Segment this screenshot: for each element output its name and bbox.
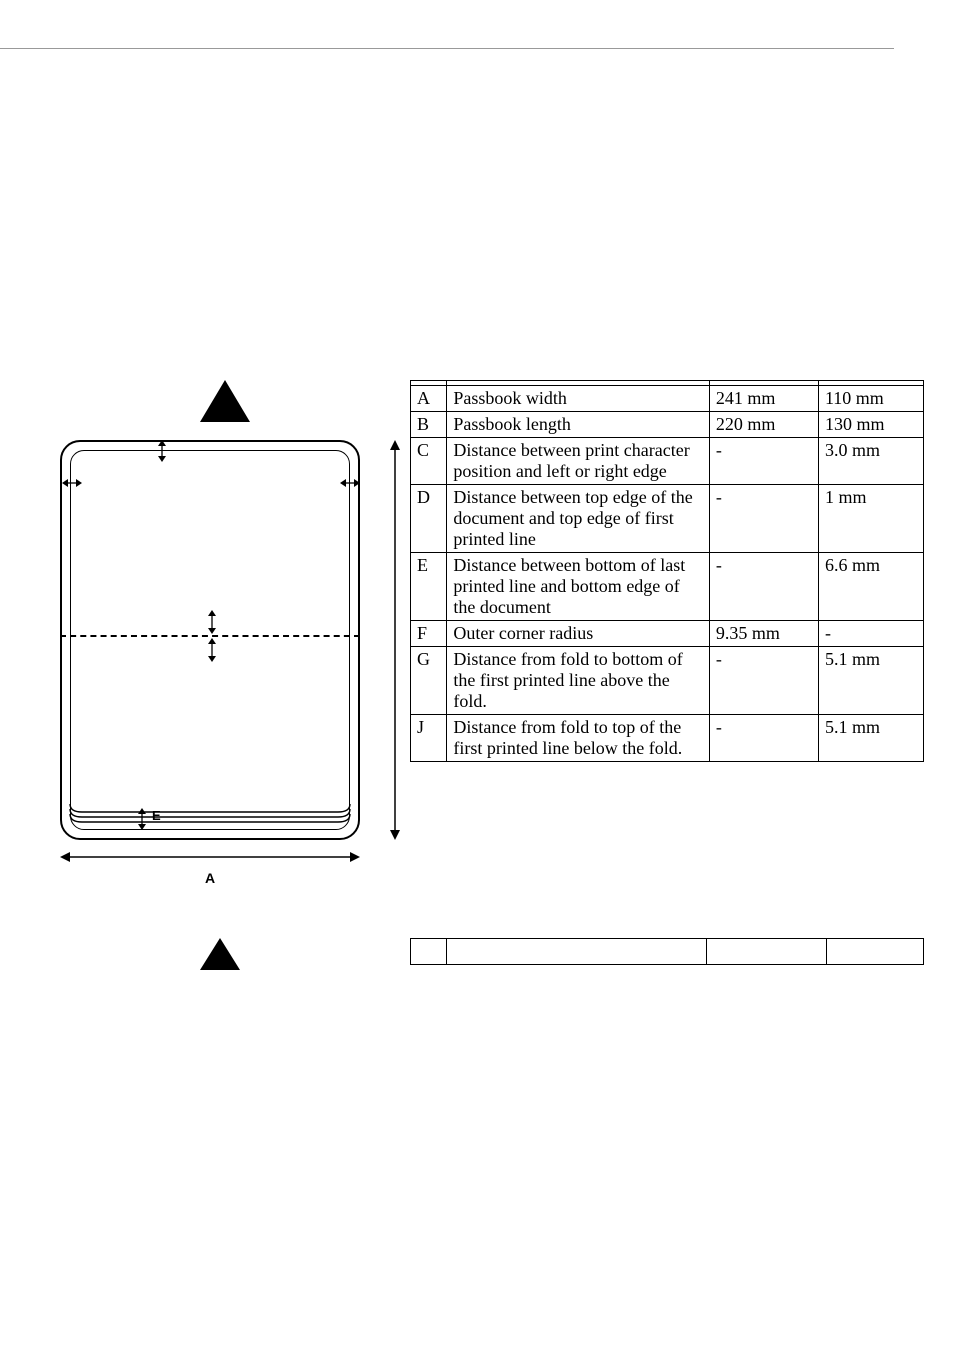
cell-letter: G <box>411 647 447 715</box>
cell-desc: Distance from fold to top of the first p… <box>447 715 710 762</box>
cell-min: 5.1 mm <box>818 647 923 715</box>
cell-desc: Outer corner radius <box>447 621 710 647</box>
footer-diagram-fragment <box>30 938 390 988</box>
diagram-column: A <box>30 380 390 870</box>
table-row: E Distance between bottom of last printe… <box>411 553 924 621</box>
dimension-a-arrow <box>60 850 360 864</box>
cell-max: - <box>709 438 818 485</box>
spec-table-column: A Passbook width 241 mm 110 mm B Passboo… <box>410 380 924 762</box>
cell-max: - <box>709 715 818 762</box>
cell-letter: D <box>411 485 447 553</box>
table-row: J Distance from fold to top of the first… <box>411 715 924 762</box>
table-row: D Distance between top edge of the docum… <box>411 485 924 553</box>
dimension-j-arrow <box>205 638 219 667</box>
dimension-a-label: A <box>205 870 215 886</box>
header-letter <box>411 939 447 965</box>
cell-desc: Distance between top edge of the documen… <box>447 485 710 553</box>
table-header-row <box>411 939 924 965</box>
header-desc <box>447 939 707 965</box>
spec-table: A Passbook width 241 mm 110 mm B Passboo… <box>410 380 924 762</box>
cell-max: 241 mm <box>709 386 818 412</box>
cell-max: - <box>709 647 818 715</box>
footer-row <box>30 938 924 988</box>
cell-min: 6.6 mm <box>818 553 923 621</box>
dimension-d-arrow <box>155 440 169 467</box>
cell-max: - <box>709 553 818 621</box>
dimension-e-label: E <box>152 808 161 823</box>
cell-desc: Passbook width <box>447 386 710 412</box>
footer-spec-table <box>410 938 924 965</box>
cell-max: - <box>709 485 818 553</box>
cell-desc: Distance between bottom of last printed … <box>447 553 710 621</box>
cell-desc: Passbook length <box>447 412 710 438</box>
cell-max: 9.35 mm <box>709 621 818 647</box>
cell-letter: A <box>411 386 447 412</box>
table-row: F Outer corner radius 9.35 mm - <box>411 621 924 647</box>
passbook-bottom-pages <box>68 800 352 833</box>
cell-letter: B <box>411 412 447 438</box>
table-row: B Passbook length 220 mm 130 mm <box>411 412 924 438</box>
cell-desc: Distance between print character positio… <box>447 438 710 485</box>
cell-min: - <box>818 621 923 647</box>
dimension-e-arrow <box>135 808 149 835</box>
dimension-b-arrow <box>388 440 402 840</box>
cell-min: 1 mm <box>818 485 923 553</box>
table-row: G Distance from fold to bottom of the fi… <box>411 647 924 715</box>
feed-direction-icon <box>200 380 250 422</box>
cell-letter: C <box>411 438 447 485</box>
cell-max: 220 mm <box>709 412 818 438</box>
dimension-c-left-arrow <box>62 476 82 495</box>
dimension-g-arrow <box>205 610 219 639</box>
feed-direction-icon <box>200 938 240 970</box>
page-bottom-rule <box>0 48 894 49</box>
cell-min: 3.0 mm <box>818 438 923 485</box>
document-page: A <box>0 0 954 1028</box>
cell-letter: E <box>411 553 447 621</box>
header-max <box>707 939 827 965</box>
dimension-c-right-arrow <box>340 476 360 495</box>
cell-letter: J <box>411 715 447 762</box>
cell-desc: Distance from fold to bottom of the firs… <box>447 647 710 715</box>
cell-min: 110 mm <box>818 386 923 412</box>
cell-min: 5.1 mm <box>818 715 923 762</box>
footer-table-fragment <box>410 938 924 965</box>
passbook-diagram: A <box>30 380 390 870</box>
cell-min: 130 mm <box>818 412 923 438</box>
content-row: A <box>30 380 924 870</box>
table-row: A Passbook width 241 mm 110 mm <box>411 386 924 412</box>
header-min <box>826 939 923 965</box>
cell-letter: F <box>411 621 447 647</box>
table-row: C Distance between print character posit… <box>411 438 924 485</box>
